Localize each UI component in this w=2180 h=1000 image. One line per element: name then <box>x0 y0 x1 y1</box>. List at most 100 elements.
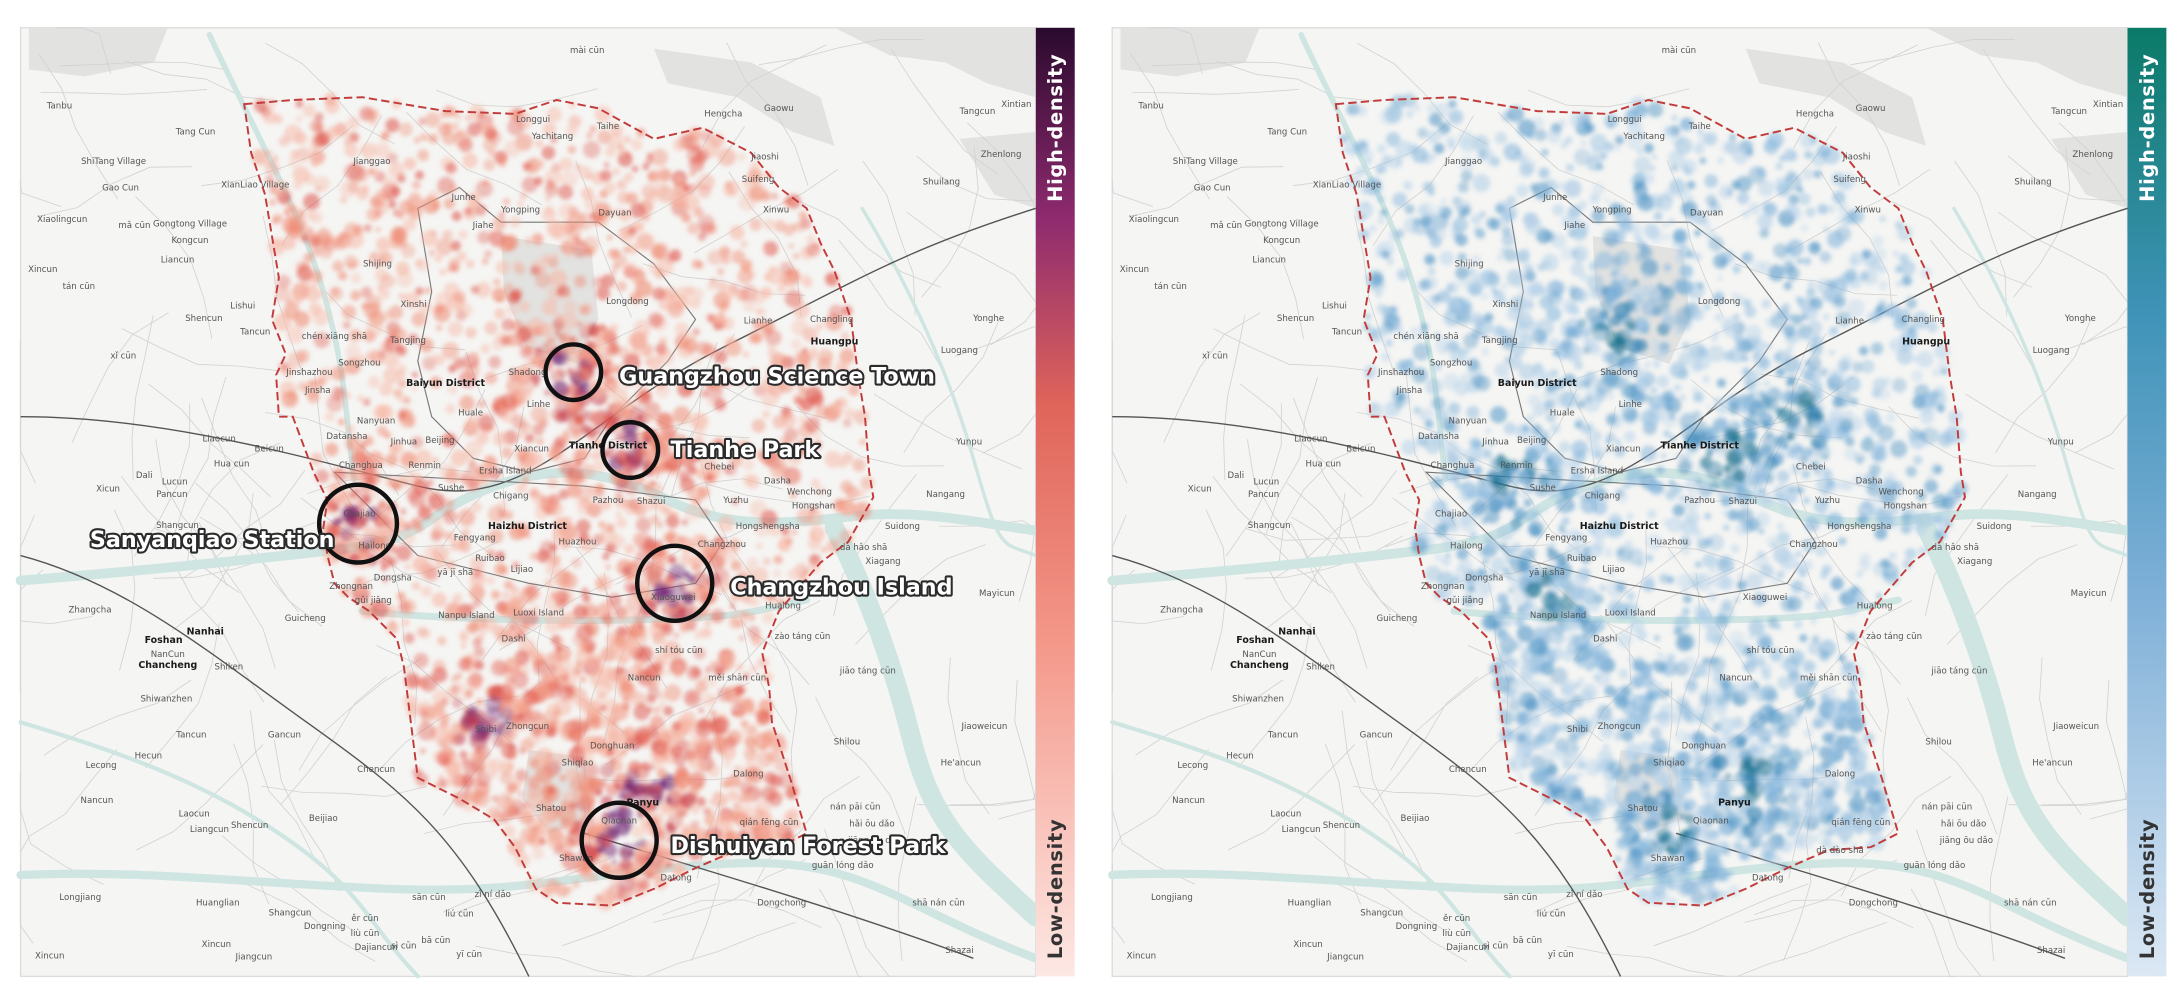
density-spot <box>1500 649 1507 656</box>
place-label: mài cūn <box>570 46 604 56</box>
density-spot <box>647 170 660 183</box>
density-spot <box>482 180 489 187</box>
density-spot <box>349 132 360 143</box>
density-spot <box>363 224 372 232</box>
density-spot <box>671 511 679 519</box>
density-spot <box>1439 250 1455 266</box>
density-spot <box>707 249 723 266</box>
density-spot <box>534 176 544 186</box>
density-spot <box>610 270 617 276</box>
place-label: Dongsha <box>374 574 412 584</box>
density-spot <box>461 757 471 766</box>
place-label: Tanbu <box>46 101 72 111</box>
density-spot <box>1849 252 1863 266</box>
place-label: Luogang <box>941 346 978 356</box>
place-label: Songzhou <box>338 358 380 368</box>
density-spot <box>1584 123 1596 134</box>
density-spot <box>1485 509 1500 524</box>
density-spot <box>562 329 572 339</box>
density-spot <box>484 371 498 385</box>
density-spot <box>399 508 407 515</box>
density-spot <box>1596 163 1604 171</box>
density-spot <box>403 396 411 404</box>
density-spot <box>393 226 406 239</box>
density-spot <box>601 274 615 289</box>
density-spot <box>469 584 485 601</box>
density-spot <box>722 759 731 768</box>
density-spot <box>416 626 428 638</box>
density-spot <box>721 797 729 805</box>
density-spot <box>1472 174 1491 193</box>
density-spot <box>792 820 801 829</box>
place-label: Shijing <box>363 260 392 270</box>
density-spot <box>717 515 735 532</box>
density-spot <box>669 249 682 262</box>
density-spot <box>554 312 564 322</box>
place-label: ShiTang Village <box>81 157 146 167</box>
density-spot <box>385 453 398 466</box>
density-spot <box>460 475 468 483</box>
density-spot <box>1838 654 1847 663</box>
place-label: Ruibao <box>475 554 504 564</box>
density-spot <box>1718 184 1734 200</box>
density-spot <box>343 139 351 146</box>
river <box>18 720 420 979</box>
density-spot <box>1541 721 1557 737</box>
density-spot <box>405 666 412 673</box>
density-spot <box>1434 552 1443 561</box>
density-spot <box>1892 250 1899 257</box>
density-spot <box>292 166 310 184</box>
density-spot <box>1875 571 1882 578</box>
place-label: Datansha <box>326 432 367 442</box>
density-spot <box>663 532 674 543</box>
density-spot <box>668 563 687 582</box>
density-spot <box>1386 257 1395 266</box>
density-spot <box>1679 830 1690 841</box>
density-spot <box>714 279 726 291</box>
terrain-area <box>653 48 835 146</box>
density-spot <box>1454 481 1462 490</box>
density-spot <box>1658 795 1666 804</box>
density-spot <box>433 304 451 323</box>
density-spot <box>1672 504 1685 517</box>
density-spot <box>1626 513 1634 521</box>
density-spot <box>303 193 320 211</box>
place-label: Suidong <box>885 522 920 532</box>
density-spot <box>700 390 708 398</box>
density-spot <box>1541 148 1549 157</box>
density-spot <box>1480 292 1489 301</box>
density-spot <box>1511 274 1525 288</box>
density-spot <box>631 165 639 173</box>
place-label: Hecun <box>135 751 162 761</box>
density-spot <box>641 183 657 200</box>
place-label: zǐ ní dǎo <box>475 890 511 900</box>
density-spot <box>417 149 430 162</box>
density-spot <box>683 689 701 707</box>
density-spot <box>388 557 398 567</box>
density-spot <box>1501 283 1508 290</box>
density-spot <box>442 756 450 765</box>
density-spot <box>575 623 594 641</box>
density-spot <box>477 230 491 244</box>
density-spot <box>543 577 555 589</box>
density-spot <box>746 557 759 569</box>
density-spot <box>1752 364 1767 378</box>
density-spot <box>382 367 400 385</box>
density-spot <box>627 226 637 236</box>
place-label: Xinshi <box>401 300 427 310</box>
density-spot <box>397 363 407 374</box>
river <box>206 31 357 482</box>
density-spot <box>428 133 439 144</box>
density-spot <box>1656 375 1670 388</box>
place-label: Nangang <box>926 490 965 500</box>
density-spot <box>650 514 660 525</box>
place-label: yā jī shā <box>437 568 473 578</box>
density-spot <box>1481 347 1490 356</box>
density-spot <box>510 584 519 593</box>
density-spot <box>434 254 443 263</box>
density-spot <box>475 281 492 298</box>
density-spot <box>1673 452 1684 463</box>
density-spot <box>642 349 651 358</box>
density-spot <box>374 503 392 521</box>
density-spot <box>1898 253 1910 264</box>
